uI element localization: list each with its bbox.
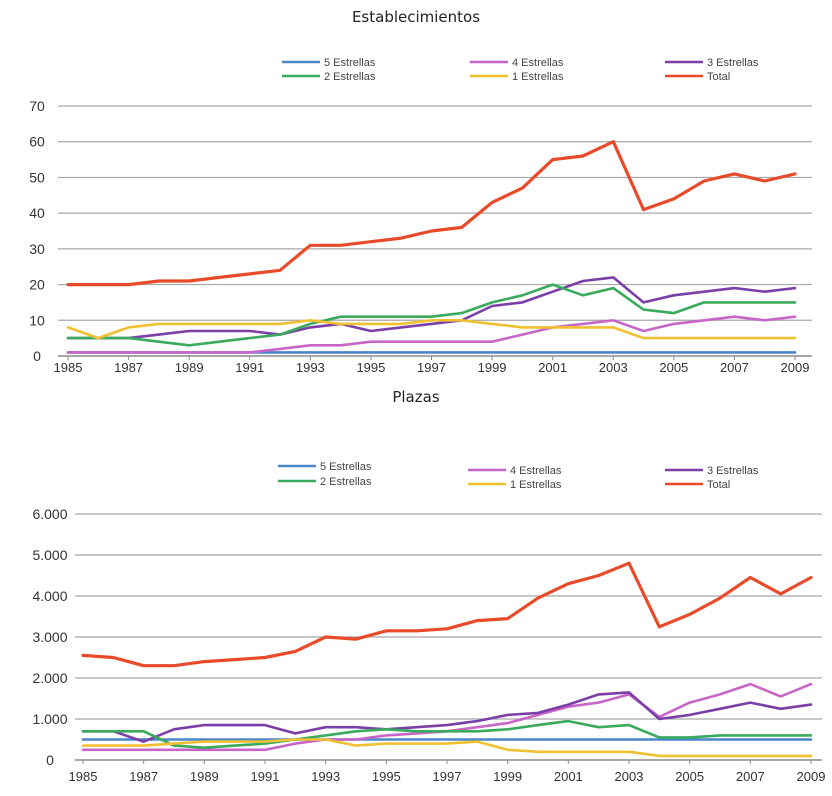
- legend-label: 5 Estrellas: [324, 57, 376, 69]
- y-tick-label: 3.000: [32, 629, 67, 645]
- x-tick-label: 1987: [129, 769, 158, 784]
- legend-label: 2 Estrellas: [320, 476, 372, 488]
- series-line-1-estrellas: [81, 738, 813, 758]
- y-tick-label: 70: [29, 98, 45, 114]
- x-tick-label: 1993: [311, 769, 340, 784]
- y-tick-label: 40: [29, 205, 45, 221]
- y-tick-label: 30: [29, 241, 45, 257]
- x-tick-label: 2003: [599, 360, 628, 375]
- series-line-3-estrellas: [81, 691, 813, 743]
- chart-plazas: 0 1.000 2.000 3.000 4.000 5.000 6.000 1985 1987 1…: [32, 461, 826, 784]
- x-tick-label: 2005: [659, 360, 688, 375]
- x-tick-label: 1989: [175, 360, 204, 375]
- x-tick-label: 1985: [54, 360, 83, 375]
- y-tick-label: 0: [46, 752, 54, 768]
- series-line-1-estrellas: [66, 318, 797, 340]
- legend-label: 4 Estrellas: [512, 57, 564, 69]
- x-tick-label: 1995: [372, 769, 401, 784]
- x-tick-label: 1997: [433, 769, 462, 784]
- chart-establecimientos: 0 10 20 30 40 50 60 70 1985 1987 1989 1991 1993 1995 1…: [29, 57, 812, 375]
- legend-label: 4 Estrellas: [510, 465, 562, 477]
- legend-label: 5 Estrellas: [320, 461, 372, 473]
- x-tick-label: 1999: [493, 769, 522, 784]
- y-tick-label: 0: [33, 348, 41, 364]
- legend-label: 2 Estrellas: [324, 71, 376, 83]
- x-tick-label: 1997: [417, 360, 446, 375]
- y-tick-label: 10: [29, 312, 45, 328]
- x-tick-label: 2007: [720, 360, 749, 375]
- legend-label: 1 Estrellas: [512, 71, 564, 83]
- x-tick-label: 2001: [538, 360, 567, 375]
- x-tick-label: 1991: [235, 360, 264, 375]
- x-tick-label: 2003: [615, 769, 644, 784]
- y-tick-label: 20: [29, 277, 45, 293]
- series-line-total: [81, 561, 813, 668]
- x-tick-label: 1989: [190, 769, 219, 784]
- x-tick-label: 2009: [797, 769, 826, 784]
- x-tick-label: 2005: [675, 769, 704, 784]
- x-tick-label: 2009: [781, 360, 810, 375]
- x-tick-label: 2007: [736, 769, 765, 784]
- y-tick-label: 5.000: [32, 547, 67, 563]
- y-tick-label: 1.000: [32, 711, 67, 727]
- legend-label: 1 Estrellas: [510, 479, 562, 491]
- x-tick-label: 2001: [554, 769, 583, 784]
- x-tick-label: 1991: [251, 769, 280, 784]
- chart-title-establecimientos: Establecimientos: [351, 8, 481, 26]
- y-tick-label: 4.000: [32, 588, 67, 604]
- y-tick-label: 6.000: [32, 506, 67, 522]
- x-tick-label: 1987: [114, 360, 143, 375]
- chart-title-plazas: Plazas: [392, 388, 440, 406]
- series-line-4-estrellas: [66, 315, 797, 354]
- y-tick-label: 50: [29, 169, 45, 185]
- series-line-2-estrellas: [81, 719, 813, 750]
- legend-label: 3 Estrellas: [707, 465, 759, 477]
- y-tick-label: 60: [29, 134, 45, 150]
- legend-label: 3 Estrellas: [707, 57, 759, 69]
- series-line-2-estrellas: [66, 283, 797, 347]
- series-line-total: [66, 140, 797, 287]
- x-tick-label: 1995: [356, 360, 385, 375]
- legend-label: Total: [707, 71, 730, 83]
- x-tick-label: 1985: [69, 769, 98, 784]
- x-tick-label: 1999: [478, 360, 507, 375]
- legend-label: Total: [707, 479, 730, 491]
- y-tick-label: 2.000: [32, 670, 67, 686]
- x-tick-label: 1993: [296, 360, 325, 375]
- series-line-3-estrellas: [66, 276, 797, 340]
